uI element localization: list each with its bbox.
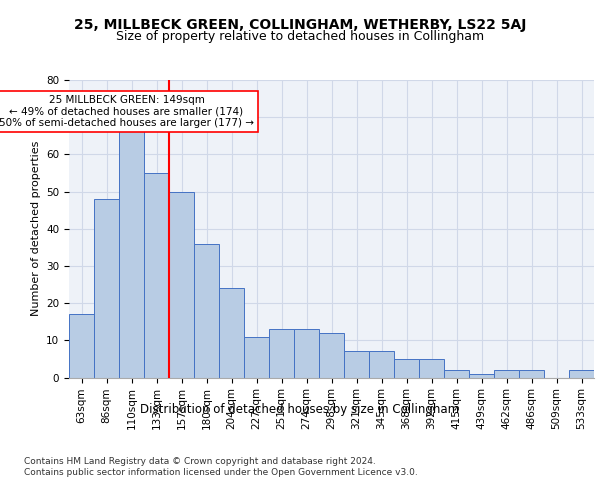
Text: Contains HM Land Registry data © Crown copyright and database right 2024.
Contai: Contains HM Land Registry data © Crown c… bbox=[24, 458, 418, 477]
Text: Size of property relative to detached houses in Collingham: Size of property relative to detached ho… bbox=[116, 30, 484, 43]
Bar bbox=[469, 374, 494, 378]
Bar bbox=[244, 336, 269, 378]
Text: Distribution of detached houses by size in Collingham: Distribution of detached houses by size … bbox=[140, 402, 460, 415]
Bar bbox=[219, 288, 244, 378]
Bar bbox=[394, 359, 419, 378]
Bar bbox=[569, 370, 594, 378]
Bar bbox=[444, 370, 469, 378]
Bar bbox=[294, 329, 319, 378]
Bar bbox=[419, 359, 444, 378]
Bar bbox=[169, 192, 194, 378]
Y-axis label: Number of detached properties: Number of detached properties bbox=[31, 141, 41, 316]
Bar bbox=[94, 199, 119, 378]
Text: 25, MILLBECK GREEN, COLLINGHAM, WETHERBY, LS22 5AJ: 25, MILLBECK GREEN, COLLINGHAM, WETHERBY… bbox=[74, 18, 526, 32]
Bar bbox=[494, 370, 519, 378]
Bar bbox=[269, 329, 294, 378]
Text: 25 MILLBECK GREEN: 149sqm
← 49% of detached houses are smaller (174)
50% of semi: 25 MILLBECK GREEN: 149sqm ← 49% of detac… bbox=[0, 95, 254, 128]
Bar bbox=[69, 314, 94, 378]
Bar bbox=[519, 370, 544, 378]
Bar bbox=[369, 352, 394, 378]
Bar bbox=[144, 173, 169, 378]
Bar bbox=[194, 244, 219, 378]
Bar bbox=[119, 128, 144, 378]
Bar bbox=[319, 333, 344, 378]
Bar bbox=[344, 352, 369, 378]
